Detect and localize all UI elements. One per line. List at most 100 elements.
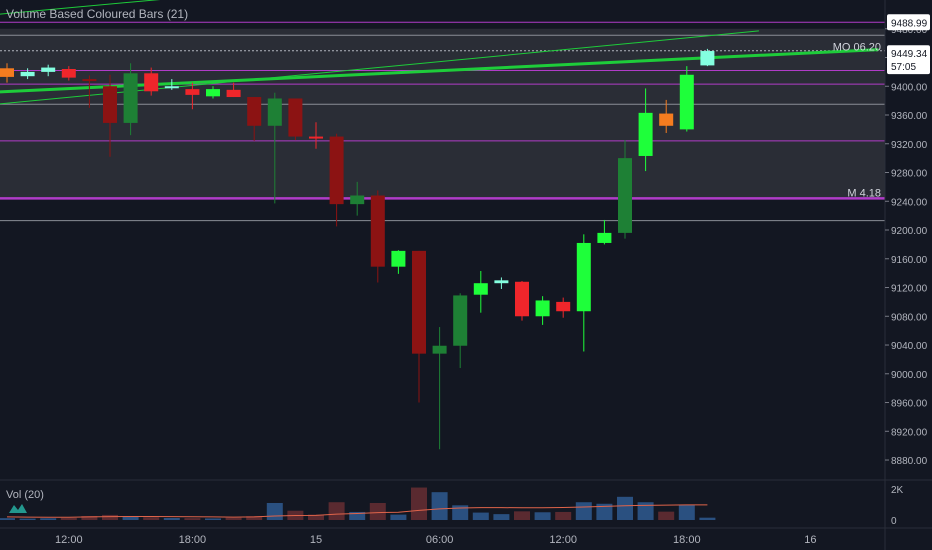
volume-bar [390, 514, 407, 520]
volume-title: Vol (20) [6, 489, 44, 501]
candle-body [144, 73, 159, 92]
candle-body [164, 86, 179, 89]
candle [41, 64, 56, 77]
volume-tick-label: 2K [891, 485, 904, 496]
volume-tick-label: 0 [891, 516, 897, 527]
volume-bar [472, 512, 489, 520]
candle [288, 98, 303, 141]
candle-body [0, 68, 14, 77]
candle [20, 68, 35, 80]
time-tick-label: 15 [310, 534, 322, 546]
candle-body [659, 113, 674, 126]
candle-body [412, 250, 426, 354]
candle-body [473, 283, 488, 295]
price-axis-bg[interactable] [885, 0, 932, 550]
tradingview-logo-icon [9, 504, 27, 513]
volume-bar [40, 518, 57, 520]
volume-bar [411, 487, 427, 520]
zone-label: M 4.18 [847, 188, 881, 200]
axis-price-label-text: 9449.34 [891, 49, 928, 60]
volume-bar [328, 502, 345, 520]
price-tick-label: 9240.00 [891, 197, 928, 208]
price-tick-label: 8880.00 [891, 456, 928, 467]
axis-price-label-bg [887, 45, 930, 62]
volume-bar [493, 514, 510, 520]
candle [309, 122, 323, 149]
candle-body [618, 158, 632, 233]
price-tick-label: 9360.00 [891, 111, 928, 122]
candle [576, 234, 591, 352]
candle [556, 297, 571, 318]
candle-body [185, 89, 200, 95]
candle [659, 99, 674, 133]
candle [350, 181, 365, 216]
horizontal-levels [0, 21, 885, 222]
candle-body [432, 345, 447, 354]
time-tick-label: 18:00 [673, 534, 701, 546]
volume-bar [555, 511, 572, 520]
volume-bar [658, 511, 675, 520]
price-tick-label: 9400.00 [891, 82, 928, 93]
candle [700, 48, 715, 67]
price-tick-label: 9080.00 [891, 312, 928, 323]
candle [370, 190, 385, 283]
candle [412, 250, 426, 403]
candle-body [679, 74, 694, 130]
time-tick-label: 16 [804, 534, 816, 546]
candle-body [638, 112, 653, 156]
time-tick-label: 12:00 [549, 534, 577, 546]
price-tick-label: 9160.00 [891, 255, 928, 266]
volume-bar [596, 503, 613, 520]
trendline[interactable] [0, 48, 879, 94]
candle [329, 133, 344, 227]
candle-body [494, 280, 509, 284]
price-tick-label: 9320.00 [891, 140, 928, 151]
price-tick-label: 9200.00 [891, 226, 928, 237]
volume-bar [575, 502, 592, 520]
candle [473, 270, 488, 313]
candle [82, 75, 97, 108]
candle [247, 97, 262, 141]
candle [535, 296, 550, 325]
candle-body [41, 67, 56, 72]
candle-body [700, 51, 715, 66]
volume-bar [699, 517, 716, 520]
axis-price-label-bg [887, 14, 930, 31]
candle [164, 79, 179, 90]
volume-bar [184, 518, 201, 520]
candle [494, 277, 509, 289]
candle [144, 67, 159, 96]
volume-bar [225, 517, 242, 520]
candle-body [370, 195, 385, 267]
volume-bar [81, 515, 98, 520]
candle-body [515, 281, 529, 317]
trendline[interactable] [0, 0, 234, 15]
axis-price-label: 9449.34 [887, 45, 930, 62]
candle-body [576, 242, 591, 312]
price-tick-label: 8920.00 [891, 427, 928, 438]
volume-bar [19, 518, 36, 520]
candle-body [82, 79, 97, 82]
candle-body [20, 71, 35, 77]
volume-bar [266, 503, 283, 520]
time-axis[interactable]: 12:00 18:00 15 06:00 12:00 18:00 16 [0, 527, 932, 546]
candle [391, 250, 406, 274]
time-tick-label: 18:00 [179, 534, 207, 546]
candle [453, 293, 468, 369]
volume-bar [0, 518, 15, 520]
volume-ma-line [6, 504, 708, 518]
candle [267, 92, 282, 204]
volume-bar [122, 515, 139, 520]
candle [123, 63, 138, 136]
price-axis[interactable]: 8880.00 8920.00 8960.00 9000.00 9040.00 9080.… [884, 0, 932, 550]
candle [185, 82, 200, 110]
candle-body [288, 98, 303, 137]
candle [515, 281, 529, 321]
candle-body [123, 73, 138, 123]
time-tick-label: 12:00 [55, 534, 83, 546]
axis-price-label-text: 57:05 [891, 62, 916, 73]
price-tick-label: 9000.00 [891, 370, 928, 381]
candle [0, 63, 14, 83]
volume-bar [308, 514, 324, 520]
